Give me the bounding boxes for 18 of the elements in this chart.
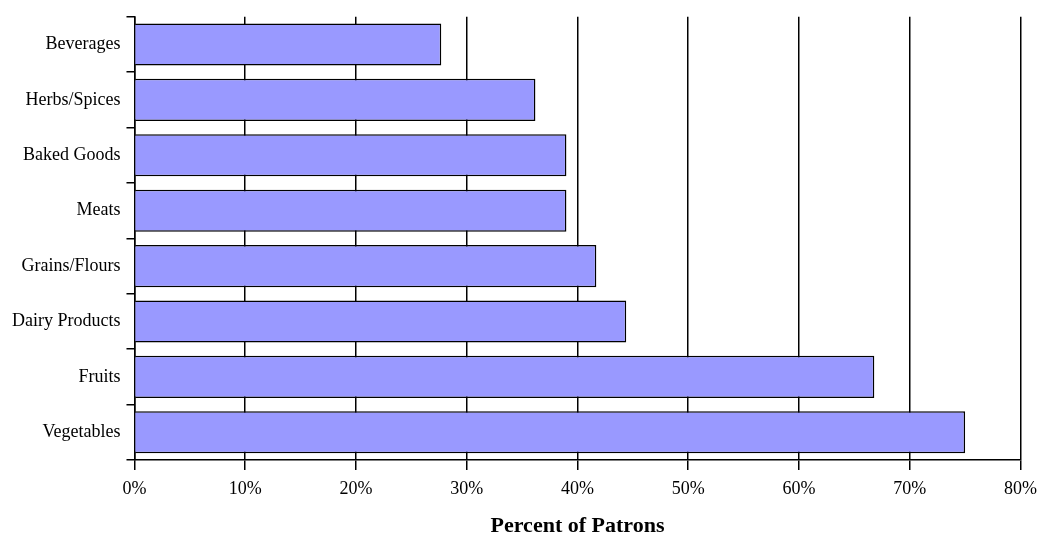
x-tick-label: 80% [1004,477,1037,498]
y-tick-label: Dairy Products [12,310,121,331]
x-tick-label: 60% [782,477,816,498]
x-tick-label: 20% [339,477,373,498]
x-tick-label: 0% [122,477,147,498]
y-tick-label: Fruits [78,365,121,386]
x-tick-label: 70% [893,477,927,498]
y-tick-label: Baked Goods [22,144,121,165]
x-tick-label: 50% [671,477,705,498]
x-axis-title: Percent of Patrons [490,512,665,538]
x-tick-label: 40% [560,477,594,498]
y-tick-label: Meats [76,199,121,220]
x-tick-label: 30% [450,477,484,498]
y-tick-label: Herbs/Spices [25,88,121,109]
x-tick-label: 10% [228,477,262,498]
y-tick-label: Grains/Flours [21,254,121,275]
y-tick-label: Vegetables [42,421,121,442]
y-tick-label: Beverages [45,33,121,54]
